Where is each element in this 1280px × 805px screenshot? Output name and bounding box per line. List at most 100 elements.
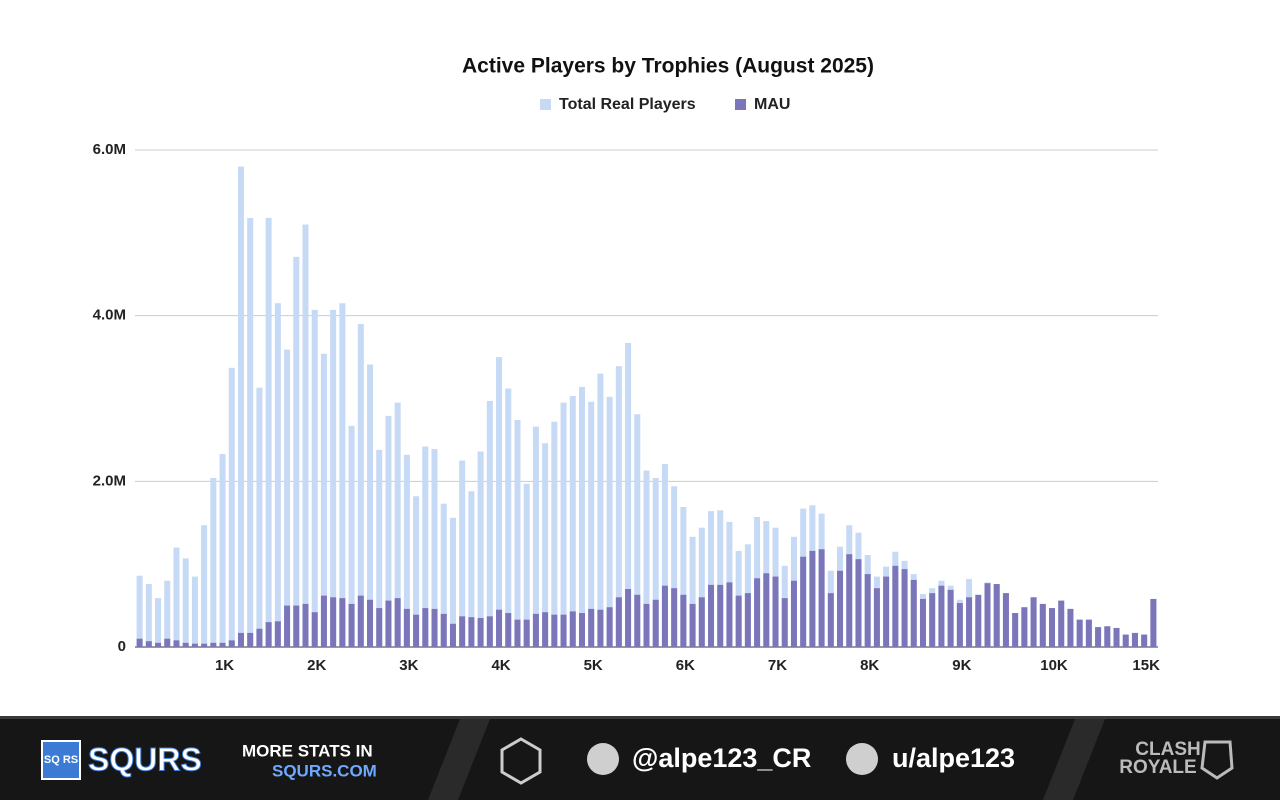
bar	[385, 600, 392, 647]
bar	[514, 420, 521, 647]
bar	[274, 303, 281, 647]
bar	[542, 612, 549, 647]
legend-label: Total Real Players	[559, 96, 696, 113]
legend-label: MAU	[754, 96, 790, 113]
twitter-handle[interactable]: @alpe123_CR	[632, 743, 811, 773]
bar	[523, 619, 530, 647]
promo-line: MORE STATS IN	[242, 741, 373, 760]
bar	[284, 349, 291, 647]
bar	[339, 598, 346, 647]
bar	[689, 536, 696, 647]
bar	[293, 605, 300, 647]
bar	[440, 613, 447, 647]
bar	[330, 309, 337, 647]
bar	[708, 584, 715, 647]
x-tick-label: 3K	[399, 657, 418, 674]
bar	[1150, 598, 1157, 647]
y-tick-label: 4.0M	[93, 307, 126, 324]
promo-link[interactable]: SQURS.COM	[272, 761, 377, 780]
bar	[1039, 603, 1046, 647]
x-tick-label: 9K	[952, 657, 971, 674]
bar	[956, 603, 963, 647]
legend-swatch	[735, 99, 746, 110]
bar	[542, 443, 549, 647]
twitter-icon	[587, 743, 619, 775]
bar	[164, 638, 171, 647]
bar	[136, 638, 143, 647]
bar	[459, 616, 466, 647]
bar	[661, 463, 668, 647]
bar	[385, 415, 392, 647]
bar	[449, 517, 456, 647]
bar	[615, 366, 622, 647]
bar	[468, 617, 475, 647]
game-logo: CLASH	[1135, 739, 1200, 760]
bar	[431, 608, 438, 647]
bar	[367, 599, 374, 647]
bar	[689, 603, 696, 647]
bar	[486, 616, 493, 647]
bar	[1058, 600, 1065, 647]
bar	[625, 589, 632, 647]
bar	[164, 580, 171, 647]
x-tick-label: 15K	[1132, 657, 1160, 674]
bar	[247, 632, 254, 647]
bar	[873, 588, 880, 647]
bar	[634, 594, 641, 647]
bar	[966, 597, 973, 647]
bar	[892, 565, 899, 647]
game-logo: ROYALE	[1119, 757, 1196, 778]
bar	[477, 618, 484, 647]
footer-divider	[428, 719, 490, 800]
bar	[708, 511, 715, 647]
bar	[145, 584, 152, 647]
x-tick-label: 2K	[307, 657, 326, 674]
bar	[376, 449, 383, 647]
reddit-handle[interactable]: u/alpe123	[892, 743, 1015, 773]
bar	[302, 224, 309, 648]
bar	[717, 510, 724, 647]
bar	[201, 525, 208, 647]
bar	[809, 550, 816, 647]
bar	[560, 614, 567, 647]
bar	[339, 303, 346, 647]
bar	[219, 642, 226, 647]
bar	[717, 584, 724, 647]
footer-border	[0, 716, 1280, 719]
bar	[1076, 619, 1083, 647]
brand-name: SQURS	[88, 741, 202, 777]
bar	[422, 446, 429, 647]
x-tick-label: 1K	[215, 657, 234, 674]
bar	[864, 574, 871, 647]
x-axis: 1K 2K 3K 4K 5K 6K 7K 8K 9K 10K 15K	[215, 657, 1160, 674]
bar	[477, 451, 484, 647]
bar	[671, 588, 678, 647]
bar	[634, 414, 641, 647]
bar	[191, 643, 198, 647]
bar	[588, 401, 595, 647]
bar	[449, 623, 456, 647]
bar	[413, 496, 420, 647]
bar	[1002, 593, 1009, 647]
bar	[440, 503, 447, 647]
bar	[1085, 619, 1092, 647]
bar	[155, 642, 162, 647]
bar	[173, 547, 180, 647]
bar	[671, 486, 678, 647]
bar	[403, 608, 410, 647]
bar	[394, 402, 401, 647]
bar	[302, 603, 309, 647]
bar	[569, 396, 576, 647]
bar	[431, 449, 438, 647]
bar	[228, 367, 235, 647]
bar	[551, 614, 558, 647]
bar	[1104, 626, 1111, 647]
y-tick-label: 6.0M	[93, 141, 126, 158]
bar	[569, 611, 576, 647]
bar	[772, 576, 779, 647]
bar	[376, 608, 383, 647]
bar	[1021, 607, 1028, 647]
bar	[330, 597, 337, 647]
bar	[311, 309, 318, 647]
